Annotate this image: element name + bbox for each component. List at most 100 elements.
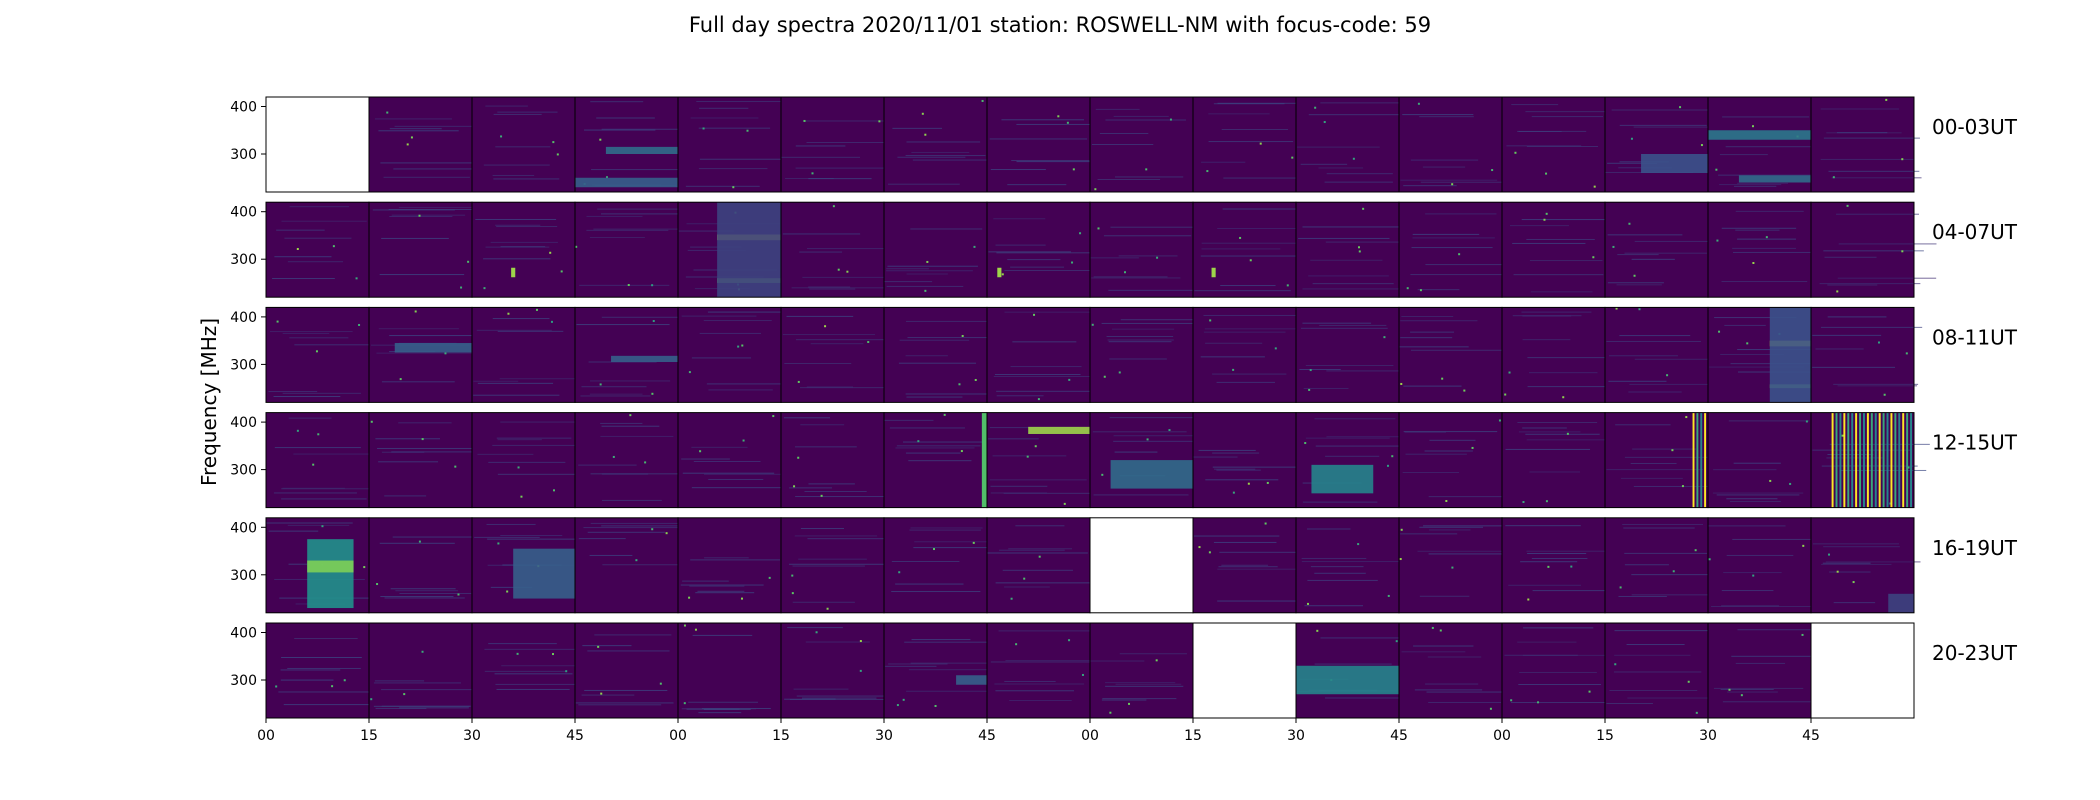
noise-line [1606, 469, 1704, 471]
y-tick-label: 400 [230, 520, 257, 536]
noise-line [484, 648, 587, 650]
noise-line [596, 117, 655, 119]
noise-line [579, 284, 670, 286]
spectrum-panel [1708, 412, 1811, 508]
noise-line [373, 682, 461, 684]
noise-line [1310, 566, 1364, 568]
noise-line [1419, 595, 1470, 597]
noise-line [990, 661, 1091, 663]
noise-line [1308, 275, 1389, 277]
noise-line [1320, 637, 1414, 639]
noise-line [1631, 258, 1675, 260]
noise-line [908, 669, 1007, 671]
noise-speck [1566, 432, 1569, 435]
noise-line [993, 218, 1046, 220]
panel-background [781, 412, 884, 508]
spectrum-panel [1296, 517, 1403, 613]
noise-line [1305, 437, 1390, 439]
noise-line [497, 330, 564, 332]
noise-line [914, 541, 1002, 543]
noise-speck [791, 592, 794, 595]
noise-speck [1358, 250, 1361, 253]
panel-background [575, 517, 678, 613]
noise-line [987, 552, 1088, 554]
noise-line [1611, 109, 1713, 111]
noise-line [1401, 315, 1454, 317]
noise-line [886, 285, 964, 287]
noise-line [693, 461, 761, 463]
noise-speck [520, 495, 523, 498]
noise-line [695, 592, 755, 594]
noise-line [1721, 281, 1808, 283]
noise-line [496, 226, 558, 228]
noise-line [1732, 538, 1811, 540]
noise-line [1194, 290, 1291, 292]
noise-line [909, 529, 981, 531]
noise-line [996, 395, 1044, 397]
noise-line [1622, 523, 1704, 525]
noise-line [1529, 372, 1598, 374]
noise-line [1427, 656, 1482, 658]
noise-line [1624, 552, 1707, 554]
noise-line [1838, 243, 1937, 245]
x-tick-label: 15 [772, 728, 790, 744]
noise-line [1624, 252, 1707, 254]
noise-speck [421, 438, 424, 441]
noise-line [1527, 553, 1587, 555]
noise-line [1629, 383, 1722, 385]
noise-line [287, 261, 344, 263]
noise-line [1624, 564, 1669, 566]
noise-line [1217, 568, 1303, 570]
noise-line [1103, 235, 1192, 237]
noise-line [1219, 551, 1296, 553]
noise-speck [1015, 643, 1018, 646]
noise-line [1299, 369, 1341, 371]
noise-speck [1489, 707, 1492, 710]
noise-speck [768, 576, 771, 579]
noise-speck [1068, 378, 1071, 381]
noise-speck [418, 214, 421, 217]
spectrum-panel [1605, 623, 1714, 718]
noise-line [273, 492, 357, 494]
noise-speck [575, 245, 578, 248]
noise-line [483, 258, 551, 260]
noise-line [911, 151, 970, 153]
noise-speck [1155, 659, 1158, 662]
panel-background [1502, 307, 1605, 403]
noise-line [1004, 311, 1092, 313]
noise-line [477, 453, 534, 455]
noise-line [1410, 274, 1503, 276]
noise-line [500, 535, 563, 537]
panel-background [1502, 623, 1605, 718]
noise-line [395, 590, 458, 592]
signal-band [1311, 464, 1374, 494]
noise-speck [1451, 183, 1454, 186]
noise-line [388, 209, 474, 211]
noise-line [1221, 564, 1269, 566]
noise-line [1836, 213, 1920, 215]
x-tick-label: 15 [360, 728, 378, 744]
noise-line [485, 105, 528, 107]
spectrum-panel [781, 412, 889, 508]
spectrum-panel [369, 623, 472, 718]
noise-line [1521, 311, 1592, 313]
noise-speck [1638, 308, 1641, 311]
noise-line [1212, 466, 1304, 468]
noise-speck [1852, 581, 1855, 584]
noise-line [590, 522, 681, 524]
noise-line [885, 665, 937, 667]
noise-line [282, 332, 330, 334]
noise-line [782, 233, 861, 235]
noise-speck [1103, 375, 1106, 378]
noise-speck [1751, 125, 1754, 128]
noise-line [1314, 418, 1396, 420]
noise-line [1016, 161, 1103, 163]
noise-speck [1687, 680, 1690, 683]
noise-line [988, 438, 1039, 440]
noise-line [378, 328, 459, 330]
x-tick-label: 30 [1699, 728, 1717, 744]
noise-line [1107, 339, 1174, 341]
rfi-stripe [1882, 412, 1885, 508]
noise-line [1307, 579, 1378, 581]
noise-line [1529, 260, 1603, 262]
